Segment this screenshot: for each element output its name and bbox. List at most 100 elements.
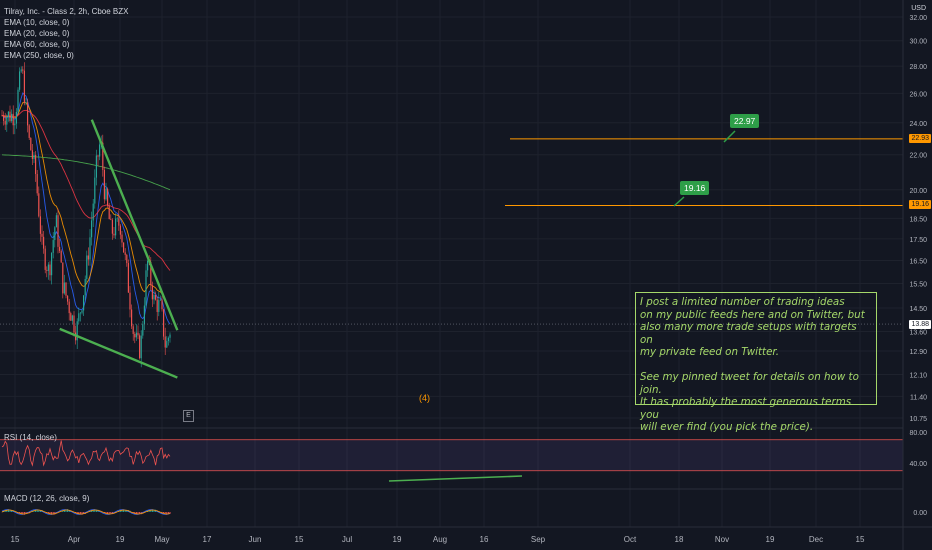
trendlines [59, 119, 179, 379]
ema-lines [1, 92, 171, 325]
candle-body [22, 69, 24, 71]
candle-body [44, 248, 46, 270]
candle-body [92, 203, 94, 221]
candle-body [134, 333, 136, 338]
price-axis[interactable]: 10.75 11.40 12.10 12.90 13.60 14.50 15.50 16.50… [902, 0, 927, 550]
note-line: my private feed on Twitter. [640, 346, 779, 359]
candle-body [143, 305, 145, 325]
candle-body [67, 295, 69, 302]
x-tick-label: 15 [295, 535, 304, 544]
rsi-line [1, 440, 171, 467]
rsi-label[interactable]: RSI (14, close) [4, 433, 57, 442]
candle-body [97, 155, 99, 157]
candle-body [7, 111, 9, 118]
candle-body [110, 219, 112, 220]
x-tick-label: 19 [116, 535, 125, 544]
ema-10-label[interactable]: EMA (10, close, 0) [4, 18, 70, 27]
candle-body [115, 218, 117, 236]
y-tick-label: 11.40 [910, 394, 927, 401]
x-tick-label: May [154, 535, 169, 544]
time-axis[interactable]: 15 Apr 19 May 17 Jun 15 Jul 19 Aug 16 Sep Oct 18 Nov 19… [0, 526, 932, 544]
chart-legend: Tilray, Inc. - Class 2, 2h, Cboe BZX EMA… [4, 6, 128, 61]
candle-body [60, 250, 62, 263]
y-tick-label: 12.90 [909, 349, 927, 356]
x-tick-label: 15 [11, 535, 20, 544]
candle-body [121, 234, 123, 243]
ema-20-label[interactable]: EMA (20, close, 0) [4, 29, 70, 38]
candle-body [99, 144, 101, 157]
y-tick-label: 17.50 [909, 237, 927, 244]
candle-body [167, 337, 169, 342]
candle-body [62, 262, 64, 294]
price-tag-lower: 19.16 [909, 200, 931, 209]
candle-body [49, 264, 51, 276]
candle-body [30, 137, 32, 151]
candle-body [150, 262, 152, 286]
macd-pane [1, 509, 171, 515]
x-tick-label: Dec [809, 535, 823, 544]
candle-body [17, 89, 19, 112]
note-line: I post a limited number of trading ideas [640, 296, 845, 308]
x-tick-label: 18 [675, 535, 684, 544]
ema-250-line [1, 154, 171, 191]
candle-body [14, 123, 16, 126]
note-line: also many more trade setups with targets… [640, 321, 857, 346]
target-pointer [673, 196, 685, 207]
candle-body [38, 193, 40, 217]
chart-title: Tilray, Inc. - Class 2, 2h, Cboe BZX [4, 7, 129, 16]
candle-body [127, 263, 129, 293]
ema-20-line [1, 102, 171, 312]
candle-body [78, 313, 80, 322]
candle-body [39, 216, 41, 234]
candle-body [25, 102, 27, 104]
candle-body [105, 188, 107, 200]
y-tick-label: 15.50 [909, 281, 927, 288]
y-tick-label: 14.50 [909, 306, 927, 313]
x-tick-label: Aug [433, 535, 447, 544]
candle-body [11, 113, 13, 122]
candle-body [95, 155, 97, 178]
target-tag-lower: 19.16 [680, 181, 710, 195]
candle-body [163, 309, 165, 337]
note-line: will ever find (you pick the price). [640, 421, 814, 434]
candle-body [142, 324, 144, 336]
note-line: It has probably the most generous terms … [640, 396, 852, 421]
note-line: See my pinned tweet for details on how t… [640, 370, 859, 396]
macd-label[interactable]: MACD (12, 26, close, 9) [4, 494, 90, 503]
candle-body [135, 332, 137, 338]
currency-label: USD [911, 5, 926, 12]
candle-body [51, 252, 53, 276]
candle-body [70, 313, 72, 321]
candle-body [151, 285, 153, 300]
rsi-pane [0, 439, 903, 482]
annotation-note[interactable]: I post a limited number of trading ideas… [635, 292, 877, 433]
macd-line [1, 509, 171, 515]
ema-60-label[interactable]: EMA (60, close, 0) [4, 40, 70, 49]
candle-body [118, 218, 120, 226]
candle-body [4, 120, 6, 125]
candle-body [65, 282, 67, 296]
candle-body [91, 220, 93, 238]
candle-body [155, 294, 157, 300]
y-tick-label: 20.00 [909, 188, 927, 195]
candle-body [43, 236, 45, 249]
y-tick-label: 13.60 [909, 330, 927, 337]
candle-body [108, 205, 110, 220]
grid-lines [0, 0, 903, 527]
trendline-upper [90, 119, 179, 331]
candle-body [46, 269, 48, 271]
candle-body [79, 312, 81, 314]
ema-250-label[interactable]: EMA (250, close, 0) [4, 51, 74, 60]
price-candles [1, 62, 171, 368]
x-tick-label: Oct [624, 535, 637, 544]
x-tick-label: 17 [203, 535, 212, 544]
x-tick-label: Nov [715, 535, 729, 544]
y-tick-label: 22.00 [909, 153, 927, 160]
macd-signal-line [1, 509, 171, 515]
x-tick-label: Apr [68, 535, 81, 544]
candle-body [54, 227, 56, 241]
candle-body [103, 169, 105, 200]
earnings-marker-icon[interactable]: E [183, 410, 194, 422]
candle-body [63, 282, 65, 294]
